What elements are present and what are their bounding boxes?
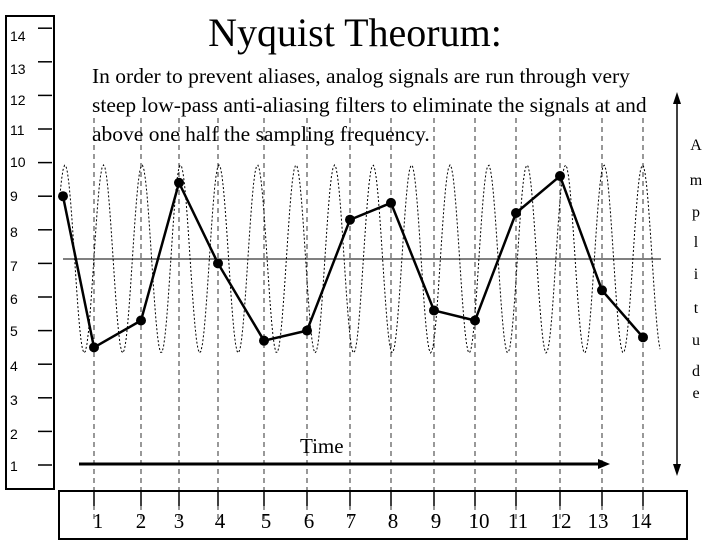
slide-title: Nyquist Theorum: [208,10,502,55]
sample-point [511,208,521,218]
description-text: In order to prevent aliases, analog sign… [92,64,647,146]
y-tick-label: 13 [10,61,26,77]
x-tick-label: 14 [630,509,652,533]
y-tick-label: 11 [10,122,25,138]
x-tick-label: 8 [387,509,399,533]
amplitude-arrowhead-up [673,92,681,104]
sample-points [58,171,648,353]
sample-point [470,315,480,326]
time-label: Time [300,434,344,458]
sample-point [259,335,269,346]
amplitude-letter: p [692,204,700,221]
amplitude-letter: t [693,300,699,317]
sample-point [429,305,439,316]
amplitude-scale-panel [5,15,55,490]
amplitude-arrowhead-down [673,464,681,476]
y-tick-label: 9 [10,188,18,204]
y-tick-label: 7 [10,258,18,274]
sample-point [89,342,99,353]
sample-point [638,332,648,343]
sample-point [597,285,607,296]
sample-point [302,325,312,336]
x-tick-label: 7 [345,509,357,533]
y-tick-label: 6 [10,291,18,307]
amplitude-letter: u [692,332,700,349]
amplitude-letter: d [692,363,700,380]
time-scale-panel [58,490,688,540]
x-tick-label: 13 [587,509,609,533]
x-tick-marks [93,492,644,506]
x-tick-label: 6 [303,509,315,533]
amplitude-letter: e [692,385,700,402]
sample-point [555,171,565,182]
x-tick-label: 12 [550,509,572,533]
y-tick-label: 1 [10,458,18,474]
x-tick-label: 10 [468,509,490,533]
sample-point [386,197,396,208]
sample-point [136,315,146,326]
x-tick-label: 4 [214,509,226,533]
y-tick-label: 14 [10,28,26,44]
amplitude-letter: l [693,234,699,251]
high-frequency-wave [59,163,661,354]
x-tick-label: 5 [260,509,272,533]
sample-point [345,214,355,225]
x-tick-label: 9 [430,509,442,533]
y-tick-label: 2 [10,426,18,442]
x-tick-label: 11 [507,509,529,533]
y-tick-label: 3 [10,392,18,408]
y-tick-label: 12 [10,92,26,108]
amplitude-letter: A [690,137,702,154]
x-tick-label: 3 [173,509,185,533]
x-tick-label: 1 [92,509,104,533]
y-tick-label: 5 [10,323,18,339]
y-tick-label: 4 [10,358,18,374]
amplitude-letter: i [693,266,699,283]
x-tick-label: 2 [135,509,147,533]
y-tick-label: 10 [10,154,26,170]
time-arrowhead [598,459,610,469]
y-tick-label: 8 [10,224,18,240]
y-tick-marks [38,27,52,466]
sample-point [174,177,184,188]
amplitude-letter: m [689,172,703,189]
sample-point [58,191,68,202]
sample-point [213,258,223,269]
